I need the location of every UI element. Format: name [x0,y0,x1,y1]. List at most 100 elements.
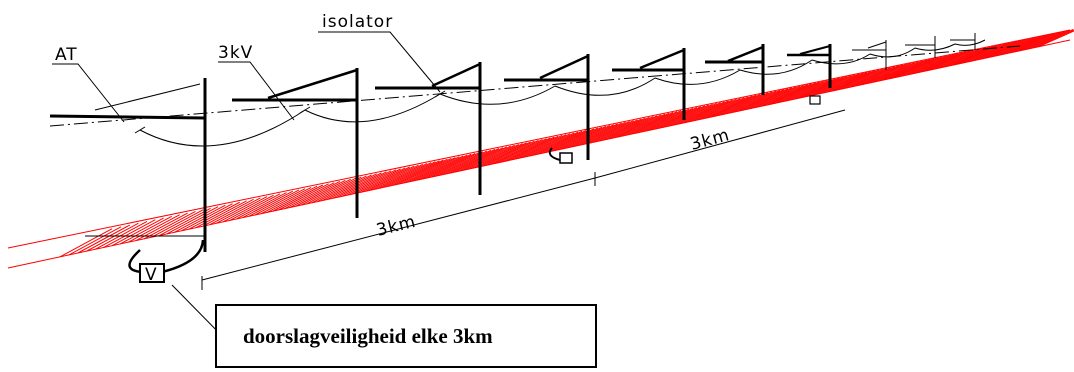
sleeper [119,215,172,245]
sleeper [398,158,448,185]
sleeper [834,69,880,91]
rail-far [7,29,1071,249]
sleeper [914,52,959,74]
sleeper [842,67,888,90]
limiter-letter-1: V [145,265,158,285]
sleeper [498,138,547,164]
sleeper [295,179,346,207]
sleeper [336,171,387,198]
sleeper [382,162,432,189]
sleeper [782,79,828,103]
sleeper [369,164,419,191]
sleeper [846,66,892,89]
alignment-line [49,45,1021,127]
sleeper [622,112,670,137]
sleeper [518,134,567,159]
sleeper [730,90,777,114]
sleeper [558,125,607,151]
sleeper [678,101,725,125]
sleeper [630,111,678,135]
sleeper [510,135,559,161]
sleeper [386,161,436,188]
sleeper [474,143,523,169]
sleeper [910,53,955,75]
sleeper [394,159,444,186]
sleeper [430,152,480,178]
sleeper [962,42,1006,64]
sleeper [538,129,587,155]
sleeper [966,42,1010,63]
sleeper [284,182,335,210]
sleeper [694,97,741,122]
sleeper [446,148,496,175]
limiter-box-1 [139,263,165,283]
sleeper [906,54,951,76]
sleeper [466,144,515,170]
sleeper [602,116,650,141]
sleeper [450,148,500,174]
sleeper [364,165,415,192]
sleeper [786,79,832,102]
sleeper [942,47,987,68]
sleeper [770,82,816,105]
sleeper [706,95,753,119]
sleeper [570,123,618,148]
sleeper [670,102,717,127]
sleeper [77,224,131,254]
sleeper [266,185,318,213]
sleeper [526,132,575,158]
sleeper [1034,29,1074,49]
sleeper [750,86,797,109]
sleeper [798,76,844,99]
sleeper [746,87,793,110]
sleeper [582,120,630,146]
sleeper [586,120,634,145]
sleeper [698,97,745,121]
sleeper [574,122,622,147]
sleeper [546,128,595,153]
sleeper [530,131,579,157]
sleeper [346,169,397,196]
label-distance-back: 3km [688,125,732,155]
mast-9 [905,36,936,58]
sleeper [726,91,773,115]
sleeper [482,141,531,167]
sleeper [930,49,975,71]
sleeper [68,226,122,256]
sleeper [418,154,468,181]
mast-8 [852,40,887,70]
sleeper [618,113,666,138]
sleeper [654,106,702,130]
sleeper [390,160,440,187]
sleeper [850,65,896,88]
sleeper [550,127,599,152]
sleeper [260,186,312,215]
sleeper [373,163,424,190]
sleeper [938,47,983,69]
sleeper [742,88,789,111]
catenary-spans [134,39,986,147]
sleeper [838,68,884,91]
sleeper [254,188,306,216]
sleeper [626,111,674,136]
sleeper [590,119,638,144]
sleeper [506,136,555,162]
sleeper [300,178,352,206]
sleeper [355,167,406,194]
caption-box: doorslagveiligheid elke 3km [215,304,597,368]
sleeper [406,157,456,183]
mast-7 [787,44,832,88]
sleeper [818,72,864,95]
sleeper [341,170,392,197]
sleeper [360,166,410,193]
sleeper [814,73,860,96]
label-at: AT [55,45,78,65]
sleeper [566,124,614,149]
sleeper [882,59,927,81]
sleeper [151,209,204,238]
sleeper [610,115,658,140]
sleeper [534,130,583,156]
label-distance-front: 3km [374,212,418,241]
sleeper [434,151,484,177]
sleeper [159,207,211,236]
